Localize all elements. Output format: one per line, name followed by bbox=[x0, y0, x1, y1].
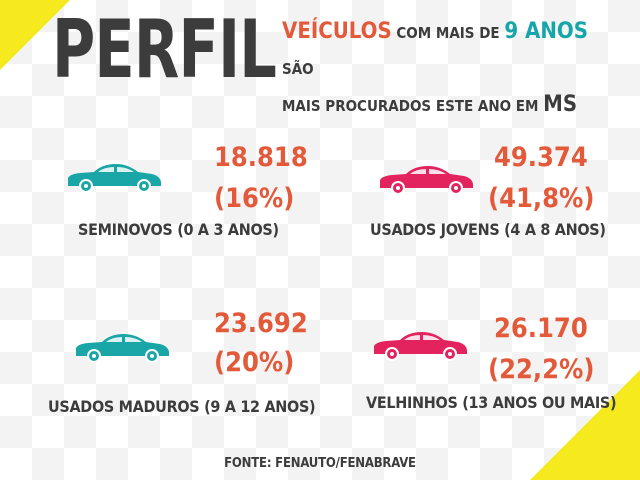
headline-text-2: SÃO bbox=[282, 60, 314, 78]
stat-value: 18.818 bbox=[214, 142, 308, 173]
stat-label: USADOS MADUROS (9 A 12 ANOS) bbox=[48, 397, 316, 416]
stat-value: 23.692 bbox=[214, 308, 308, 339]
corner-decoration-top-left bbox=[0, 0, 70, 70]
stat-value: 26.170 bbox=[494, 313, 588, 344]
page-title: PERFIL bbox=[52, 3, 277, 96]
headline-years: 9 ANOS bbox=[504, 19, 588, 44]
headline-text-1: COM MAIS DE bbox=[396, 24, 500, 42]
stat-label: VELHINHOS (13 ANOS OU MAIS) bbox=[366, 393, 617, 412]
stat-percent: (20%) bbox=[214, 347, 295, 378]
car-icon bbox=[68, 164, 161, 193]
headline-vehicles: VEÍCULOS bbox=[282, 19, 392, 44]
stat-value: 49.374 bbox=[494, 142, 588, 173]
stat-percent: (16%) bbox=[214, 183, 295, 214]
car-icon bbox=[380, 166, 473, 195]
corner-decoration-bottom-right bbox=[530, 370, 640, 480]
stat-label: USADOS JOVENS (4 A 8 ANOS) bbox=[370, 220, 606, 239]
stat-label: SEMINOVOS (0 A 3 ANOS) bbox=[78, 220, 279, 239]
headline-state: MS bbox=[543, 92, 578, 117]
headline-text-3: MAIS PROCURADOS ESTE ANO EM bbox=[282, 97, 539, 115]
stat-percent: (41,8%) bbox=[488, 183, 595, 214]
stat-percent: (22,2%) bbox=[488, 354, 595, 385]
source-note: FONTE: FENAUTO/FENABRAVE bbox=[224, 456, 416, 471]
car-icon bbox=[76, 334, 169, 363]
car-icon bbox=[374, 332, 467, 361]
headline: VEÍCULOS COM MAIS DE 9 ANOS SÃO MAIS PRO… bbox=[282, 14, 612, 124]
